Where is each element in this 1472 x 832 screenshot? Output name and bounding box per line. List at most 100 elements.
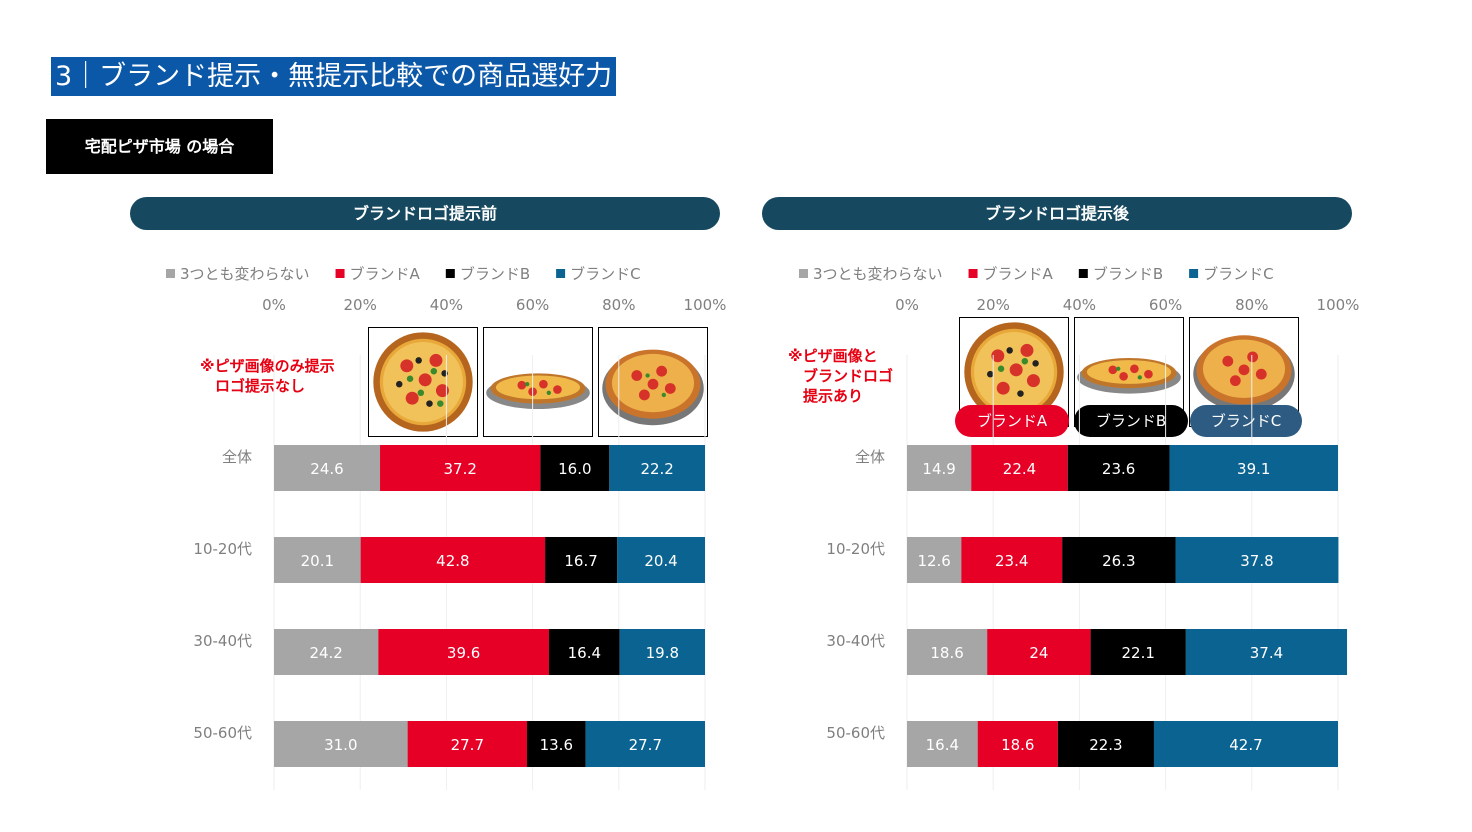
before-category-label-0: 全体 [222, 448, 252, 466]
before-bar-0-1 [380, 445, 541, 491]
after-tick-label-0: 0% [895, 296, 919, 314]
after-bar-2-0 [907, 629, 988, 675]
before-tick-label-3: 60% [516, 296, 549, 314]
before-tick-label-4: 80% [602, 296, 635, 314]
after-bar-0-2 [1067, 445, 1170, 491]
before-legend-label-3: ブランドC [570, 265, 640, 283]
before-legend-swatch-3 [556, 269, 566, 278]
before-bar-3-0 [274, 721, 408, 767]
before-tick-label-2: 40% [430, 296, 463, 314]
after-data-label-3-2: 22.3 [1089, 736, 1122, 754]
page-title: 3｜ブランド提示・無提示比較での商品選好力 [51, 57, 617, 96]
before-data-label-0-1: 37.2 [443, 460, 476, 478]
after-data-label-0-0: 14.9 [922, 460, 955, 478]
before-legend-swatch-0 [166, 269, 175, 278]
pizza-image-a-before [368, 327, 478, 437]
after-legend-item-2: ブランドB [1078, 265, 1163, 283]
after-legend-item-0: 3つとも変わらない [799, 265, 943, 283]
pizza-side-view-icon [1077, 357, 1181, 394]
after-data-label-0-2: 23.6 [1102, 460, 1135, 478]
before-data-label-1-3: 20.4 [644, 552, 677, 570]
after-legend-swatch-2 [1078, 269, 1088, 278]
before-bar-3-1 [407, 721, 527, 767]
before-legend-item-0: 3つとも変わらない [166, 265, 310, 283]
after-bar-1-0 [907, 537, 962, 583]
before-bar-3-2 [526, 721, 586, 767]
before-data-label-2-1: 39.6 [447, 644, 480, 662]
brand-tag-b: ブランドB [1074, 405, 1188, 437]
after-data-label-1-3: 37.8 [1240, 552, 1273, 570]
before-data-label-1-1: 42.8 [436, 552, 469, 570]
before-data-label-1-2: 16.7 [564, 552, 597, 570]
before-bar-2-2 [548, 629, 620, 675]
before-data-label-1-0: 20.1 [301, 552, 334, 570]
after-category-label-0: 全体 [855, 448, 885, 466]
after-category-label-3: 50-60代 [826, 724, 885, 742]
before-data-label-3-3: 27.7 [629, 736, 662, 754]
brand-tag-a: ブランドA [955, 405, 1069, 437]
after-legend-label-0: 3つとも変わらない [813, 265, 943, 283]
after-tick-label-3: 60% [1149, 296, 1182, 314]
after-data-label-1-1: 23.4 [995, 552, 1028, 570]
before-bar-1-0 [274, 537, 361, 583]
before-legend-label-2: ブランドB [460, 265, 530, 283]
before-data-label-3-2: 13.6 [540, 736, 573, 754]
pizza-image-c-before [598, 327, 708, 437]
after-bar-1-3 [1175, 537, 1339, 583]
after-legend-label-1: ブランドA [983, 265, 1054, 283]
before-bar-0-0 [274, 445, 381, 491]
pizza-image-b-before [483, 327, 593, 437]
before-legend-label-0: 3つとも変わらない [180, 265, 310, 283]
after-category-label-1: 10-20代 [826, 540, 885, 558]
after-data-label-2-0: 18.6 [930, 644, 963, 662]
brand-tag-c: ブランドC [1190, 405, 1302, 437]
after-data-label-3-1: 18.6 [1001, 736, 1034, 754]
after-legend-item-3: ブランドC [1189, 265, 1274, 283]
after-data-label-3-3: 42.7 [1229, 736, 1262, 754]
before-tick-label-1: 20% [344, 296, 377, 314]
after-bar-2-1 [987, 629, 1091, 675]
after-legend-swatch-1 [968, 269, 978, 278]
after-data-label-0-1: 22.4 [1003, 460, 1036, 478]
before-category-label-1: 10-20代 [193, 540, 252, 558]
pizza-side-view-icon [486, 373, 590, 409]
after-category-label-2: 30-40代 [826, 632, 885, 650]
after-bar-0-1 [971, 445, 1068, 491]
after-bar-2-2 [1090, 629, 1186, 675]
before-legend-item-3: ブランドC [556, 265, 641, 283]
after-legend-label-2: ブランドB [1093, 265, 1163, 283]
note-before: ※ピザ画像のみ提示 ロゴ提示なし [200, 357, 335, 395]
before-legend-label-1: ブランドA [350, 265, 421, 283]
after-tick-label-1: 20% [977, 296, 1010, 314]
after-tick-label-5: 100% [1317, 296, 1360, 314]
before-data-label-2-0: 24.2 [309, 644, 342, 662]
before-legend-item-1: ブランドA [335, 265, 421, 283]
after-legend-swatch-0 [799, 269, 808, 278]
after-bar-3-2 [1057, 721, 1154, 767]
pizza-angled-view-icon [602, 349, 704, 426]
after-bar-0-0 [907, 445, 972, 491]
before-data-label-0-2: 16.0 [558, 460, 591, 478]
after-data-label-2-3: 37.4 [1250, 644, 1283, 662]
before-legend-swatch-2 [445, 269, 455, 278]
after-bar-3-1 [977, 721, 1058, 767]
after-data-label-3-0: 16.4 [926, 736, 959, 754]
pizza-angled-view-icon [1193, 335, 1295, 411]
before-data-label-2-3: 19.8 [646, 644, 679, 662]
before-legend-swatch-1 [335, 269, 345, 278]
panel-header-after: ブランドロゴ提示後 [762, 197, 1352, 230]
before-data-label-0-0: 24.6 [310, 460, 343, 478]
before-bar-2-3 [619, 629, 705, 675]
before-tick-label-0: 0% [262, 296, 286, 314]
before-legend-item-2: ブランドB [445, 265, 530, 283]
after-bar-1-1 [961, 537, 1063, 583]
after-tick-label-2: 40% [1063, 296, 1096, 314]
after-legend-label-3: ブランドC [1203, 265, 1273, 283]
after-data-label-1-2: 26.3 [1102, 552, 1135, 570]
market-label: 宅配ピザ市場 の場合 [46, 119, 273, 174]
before-category-label-2: 30-40代 [193, 632, 252, 650]
before-bar-2-0 [274, 629, 379, 675]
chart-before: 3つとも変わらない ブランドA ブランドB ブランドC 0% 20% 40% 60% 80% 10… [166, 265, 726, 790]
after-bar-3-3 [1153, 721, 1338, 767]
